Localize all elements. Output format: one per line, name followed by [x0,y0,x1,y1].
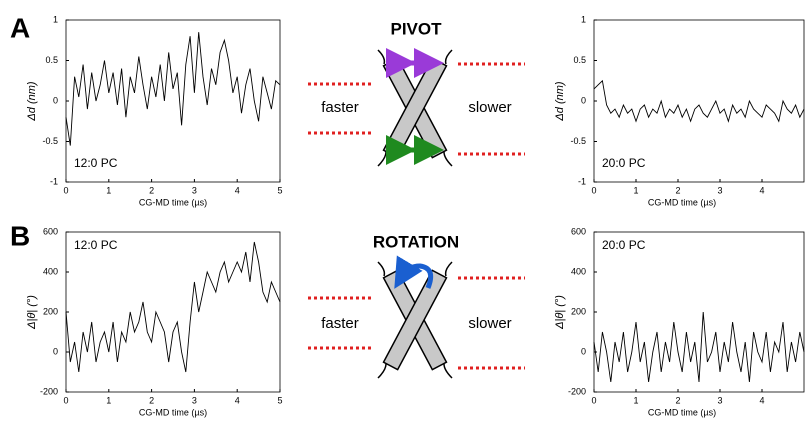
x-tick-label: 0 [63,395,68,405]
x-tick-label: 0 [591,185,596,195]
x-tick-label: 2 [675,395,680,405]
plot-frame [66,232,280,392]
x-axis-label: CG-MD time (µs) [139,197,207,207]
y-tick-label: 0 [53,346,58,356]
y-tick-label: 600 [571,226,586,236]
annotation: 20:0 PC [602,238,646,252]
y-tick-label: 0.5 [45,55,58,65]
x-axis-label: CG-MD time (µs) [139,407,207,417]
x-tick-label: 4 [759,395,764,405]
annotation: 12:0 PC [74,156,118,170]
y-tick-label: 0 [581,346,586,356]
x-tick-label: 2 [675,185,680,195]
y-axis-label: Δd (nm) [554,81,566,121]
x-tick-label: 1 [106,185,111,195]
y-tick-label: 0 [53,95,58,105]
y-tick-label: -200 [40,386,58,396]
x-tick-label: 2 [149,185,154,195]
y-tick-label: 1 [581,14,586,24]
side-text: faster [321,315,359,332]
pivot-diagram: PIVOT faster slower [308,19,525,166]
y-tick-label: -1 [50,176,58,186]
x-tick-label: 4 [235,395,240,405]
plot-frame [594,232,804,392]
panel-label: A [10,12,30,43]
panel-label: B [10,220,30,251]
trace [66,242,280,372]
trace [66,32,280,145]
y-axis-label: Δ|θ| (°) [554,295,566,330]
y-axis-label: Δd (nm) [26,81,38,121]
x-tick-label: 0 [63,185,68,195]
diagram-title: PIVOT [390,19,442,38]
x-tick-label: 1 [106,395,111,405]
trace [594,312,804,382]
side-text: slower [468,315,511,332]
y-tick-label: 200 [43,306,58,316]
y-tick-label: -200 [568,386,586,396]
x-tick-label: 5 [277,395,282,405]
x-tick-label: 3 [192,185,197,195]
side-text: slower [468,99,511,116]
x-tick-label: 4 [235,185,240,195]
x-axis-label: CG-MD time (µs) [648,197,716,207]
diagram-title: ROTATION [373,232,459,251]
x-tick-label: 2 [149,395,154,405]
y-tick-label: 0 [581,95,586,105]
figure: A B PIVOT faster slower ROTATION faster … [0,0,805,425]
y-tick-label: 1 [53,14,58,24]
y-tick-label: -0.5 [570,136,586,146]
side-text: faster [321,99,359,116]
y-tick-label: -1 [578,176,586,186]
y-axis-label: Δ|θ| (°) [26,295,38,330]
y-tick-label: 600 [43,226,58,236]
x-axis-label: CG-MD time (µs) [648,407,716,417]
y-tick-label: 0.5 [573,55,586,65]
x-tick-label: 3 [192,395,197,405]
x-tick-label: 3 [717,185,722,195]
x-tick-label: 1 [633,185,638,195]
y-tick-label: 200 [571,306,586,316]
trace [594,81,804,122]
x-tick-label: 5 [277,185,282,195]
x-tick-label: 4 [759,185,764,195]
y-tick-label: 400 [571,266,586,276]
annotation: 20:0 PC [602,156,646,170]
y-tick-label: -0.5 [42,136,58,146]
y-tick-label: 400 [43,266,58,276]
rotation-diagram: ROTATION faster slower [308,232,525,378]
x-tick-label: 3 [717,395,722,405]
annotation: 12:0 PC [74,238,118,252]
x-tick-label: 0 [591,395,596,405]
x-tick-label: 1 [633,395,638,405]
